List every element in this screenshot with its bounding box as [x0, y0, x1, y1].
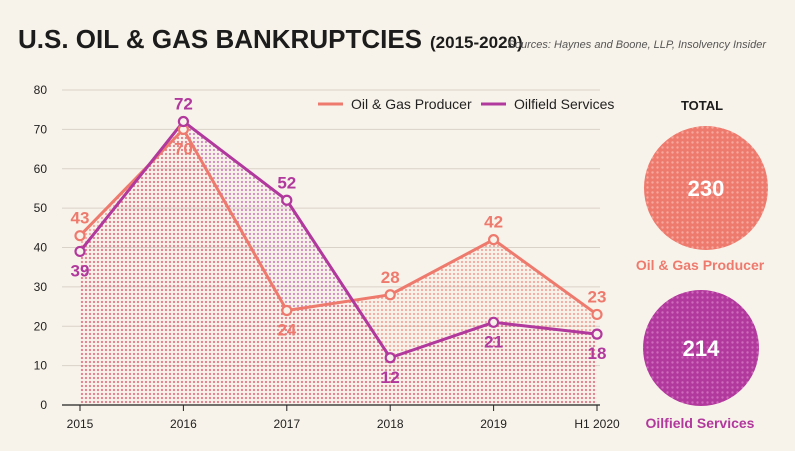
legend-label-producer: Oil & Gas Producer — [351, 96, 472, 112]
total-value-producer: 230 — [688, 176, 725, 201]
total-label-producer: Oil & Gas Producer — [636, 257, 765, 273]
point-services — [384, 352, 396, 364]
point-services — [177, 115, 189, 128]
totals-title: TOTAL — [681, 98, 723, 113]
data-label-services: 52 — [277, 173, 296, 192]
chart-source: Sources: Haynes and Boone, LLP, Insolven… — [508, 39, 768, 51]
x-axis: 2015 2016 2017 2018 2019 H1 2020 — [62, 404, 620, 431]
y-tick-label: 60 — [34, 162, 48, 176]
point-producer — [74, 230, 86, 242]
series-lines — [78, 120, 598, 360]
data-label-services: 12 — [381, 368, 400, 387]
point-services — [488, 316, 500, 328]
chart-title-main: U.S. OIL & GAS BANKRUPTCIES — [18, 24, 422, 54]
data-label-producer: 43 — [71, 209, 90, 228]
y-axis: 0 10 20 30 40 50 60 70 80 — [34, 83, 48, 412]
x-tick-label: 2019 — [480, 417, 507, 431]
total-value-services: 214 — [683, 336, 720, 361]
data-label-producer: 70 — [174, 139, 193, 158]
data-label-producer: 24 — [277, 321, 296, 340]
data-label-services: 72 — [174, 95, 193, 114]
total-bubble-producer — [644, 126, 768, 250]
y-tick-label: 10 — [34, 359, 48, 373]
data-label-producer: 23 — [588, 287, 607, 306]
legend: Oil & Gas Producer Oilfield Services — [318, 96, 614, 112]
x-tick-label: 2015 — [67, 417, 94, 431]
x-tick-label: H1 2020 — [574, 417, 620, 431]
total-bubble-services — [643, 290, 759, 406]
legend-label-services: Oilfield Services — [514, 96, 614, 112]
line-producer — [78, 127, 598, 316]
area-fills — [80, 121, 597, 405]
total-label-services: Oilfield Services — [646, 415, 755, 431]
chart-title-suffix: (2015-2020) — [430, 33, 523, 52]
x-tick-label: 2017 — [273, 417, 300, 431]
y-tick-label: 80 — [34, 83, 48, 97]
y-tick-label: 30 — [34, 280, 48, 294]
point-producer — [384, 289, 396, 301]
y-tick-label: 50 — [34, 201, 48, 215]
y-tick-label: 0 — [40, 398, 47, 412]
point-producer — [281, 304, 293, 317]
point-services — [591, 328, 603, 340]
point-services — [74, 245, 86, 258]
y-tick-label: 40 — [34, 241, 48, 255]
totals-panel: TOTAL 230 Oil & Gas Producer 214 Oilfiel… — [636, 98, 768, 431]
point-producer — [488, 234, 500, 246]
point-producer — [591, 308, 603, 321]
y-tick-label: 70 — [34, 122, 48, 136]
data-label-producer: 42 — [484, 213, 503, 232]
x-tick-label: 2018 — [377, 417, 404, 431]
y-tick-label: 20 — [34, 319, 48, 333]
data-label-producer: 28 — [381, 268, 400, 287]
data-labels: 43 70 24 28 42 23 39 72 52 12 21 18 — [71, 95, 607, 387]
data-label-services: 21 — [484, 332, 503, 351]
chart-title: U.S. OIL & GAS BANKRUPTCIES (2015-2020) — [18, 24, 523, 54]
x-tick-label: 2016 — [170, 417, 197, 431]
data-label-services: 39 — [71, 261, 90, 280]
area-producer — [80, 129, 597, 405]
line-services — [78, 120, 598, 360]
data-label-services: 18 — [588, 344, 607, 363]
data-points — [74, 115, 603, 364]
point-services — [281, 194, 293, 206]
